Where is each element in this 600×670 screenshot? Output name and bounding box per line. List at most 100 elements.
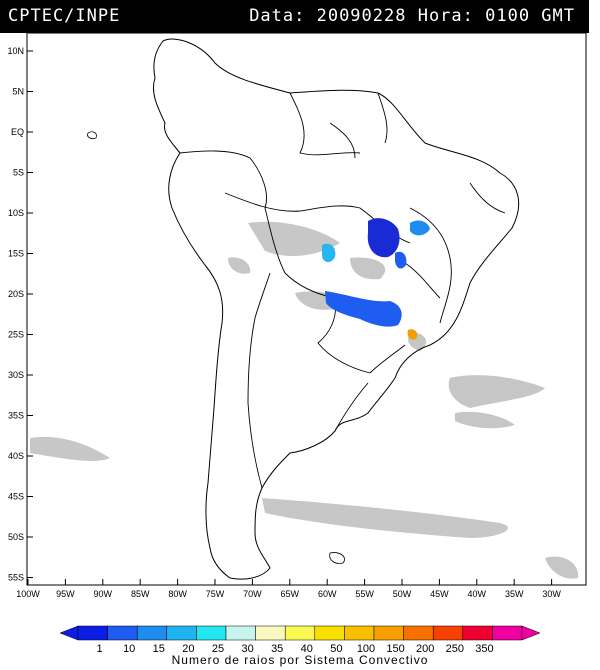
latitude-axis: 10N 5N EQ 5S 10S 15S 20S 25S 30S 35S 40S 45S 50S 55S xyxy=(7,46,33,583)
lat-label: EQ xyxy=(11,127,24,137)
lat-label: 10N xyxy=(7,46,24,56)
lon-label: 30W xyxy=(542,589,561,599)
storm-cell xyxy=(325,291,402,327)
lat-label: 55S xyxy=(8,573,24,583)
lat-label: 20S xyxy=(8,289,24,299)
lon-label: 90W xyxy=(94,589,113,599)
border-line xyxy=(179,150,267,209)
legend-swatch xyxy=(196,625,227,641)
lon-label: 100W xyxy=(16,589,40,599)
cloud-patch xyxy=(448,375,545,408)
lon-label: 40W xyxy=(468,589,487,599)
legend-swatch xyxy=(136,625,168,641)
lat-label: 35S xyxy=(8,411,24,421)
legend-swatch xyxy=(432,625,464,641)
lon-label: 70W xyxy=(243,589,262,599)
lat-label: 10S xyxy=(8,208,24,218)
legend-swatch xyxy=(166,625,197,641)
lon-label: 80W xyxy=(168,589,187,599)
lon-label: 55W xyxy=(355,589,374,599)
state-border xyxy=(404,262,441,299)
storm-cell xyxy=(367,218,400,258)
legend-swatch xyxy=(344,625,375,641)
storm-cell xyxy=(395,251,407,269)
legend-swatch xyxy=(492,625,523,641)
cloud-patch xyxy=(248,221,340,257)
date-time-label: Data: 20090228 Hora: 0100 GMT xyxy=(249,6,575,26)
island xyxy=(329,552,345,564)
lat-label: 5S xyxy=(13,168,24,178)
storm-cell xyxy=(322,243,336,263)
lon-label: 50W xyxy=(393,589,412,599)
border-line xyxy=(264,207,336,299)
legend-value: 20 xyxy=(182,643,194,655)
legend-arrow-right xyxy=(521,625,541,641)
legend-value: 250 xyxy=(446,643,464,655)
cloud-patch xyxy=(545,556,579,579)
south-america-outline xyxy=(152,38,520,580)
cloud-patch xyxy=(262,498,509,538)
lightning-map: 10N5NEQ5S10S15S20S25S30S35S40S45S50S55S … xyxy=(7,33,587,599)
legend-swatch xyxy=(255,625,286,641)
island xyxy=(87,131,97,140)
legend-colorbar: 1 10 15 20 25 30 35 40 50 100 150 200 250 350 xyxy=(59,625,541,655)
legend-value: 25 xyxy=(212,643,224,655)
legend-value: 10 xyxy=(123,643,135,655)
legend-caption: Numero de raios por Sistema Convectivo xyxy=(171,653,429,667)
cloud-patch xyxy=(350,257,386,280)
longitude-axis: 100W 95W 90W 85W 80W 75W 70W 65W 60W 55W 50W 45W 40W… xyxy=(16,579,561,599)
storm-cell xyxy=(407,329,418,340)
lat-label: 25S xyxy=(8,330,24,340)
cloud-patch xyxy=(455,411,515,429)
legend-swatch xyxy=(462,625,493,641)
map-frame xyxy=(26,33,587,586)
lat-label: 30S xyxy=(8,370,24,380)
legend-value: 1 xyxy=(97,643,103,655)
lon-label: 65W xyxy=(281,589,300,599)
border-line xyxy=(329,122,356,159)
border-line xyxy=(317,297,371,374)
legend-swatch xyxy=(284,625,316,641)
storm-cell xyxy=(410,220,430,236)
lat-label: 45S xyxy=(8,492,24,502)
legend-value: 35 xyxy=(271,643,283,655)
legend-swatch xyxy=(225,625,256,641)
org-label: CPTEC/INPE xyxy=(8,6,121,26)
lon-label: 85W xyxy=(131,589,150,599)
cloud-patch xyxy=(228,257,251,274)
country-borders xyxy=(179,92,506,489)
lon-label: 45W xyxy=(430,589,449,599)
lat-label: 40S xyxy=(8,451,24,461)
lat-label: 5N xyxy=(12,87,24,97)
legend-arrow-left xyxy=(59,625,79,641)
header-bar: CPTEC/INPE Data: 20090228 Hora: 0100 GMT xyxy=(0,0,589,33)
legend-value: 50 xyxy=(330,643,342,655)
border-line xyxy=(377,92,388,144)
lon-label: 95W xyxy=(56,589,75,599)
lon-label: 60W xyxy=(318,589,337,599)
cloud-patch xyxy=(30,436,110,461)
state-border xyxy=(469,182,506,214)
lat-label: 50S xyxy=(8,532,24,542)
legend-value: 15 xyxy=(153,643,165,655)
legend-value: 350 xyxy=(475,643,493,655)
legend-swatch xyxy=(373,625,404,641)
border-line xyxy=(247,272,271,489)
legend-swatch xyxy=(314,625,345,641)
border-line xyxy=(289,92,361,156)
lon-label: 35W xyxy=(505,589,524,599)
legend-swatch xyxy=(77,625,108,641)
legend-value: 200 xyxy=(416,643,434,655)
state-border xyxy=(409,207,452,324)
legend-value: 150 xyxy=(386,643,404,655)
legend-value: 30 xyxy=(241,643,253,655)
border-line xyxy=(224,192,361,212)
border-line xyxy=(334,382,369,432)
legend-value: 100 xyxy=(357,643,375,655)
legend-swatch xyxy=(107,625,138,641)
legend-value: 40 xyxy=(301,643,313,655)
lon-label: 75W xyxy=(206,589,225,599)
lat-label: 15S xyxy=(8,249,24,259)
convective-systems xyxy=(322,218,430,340)
legend-swatch xyxy=(403,625,434,641)
